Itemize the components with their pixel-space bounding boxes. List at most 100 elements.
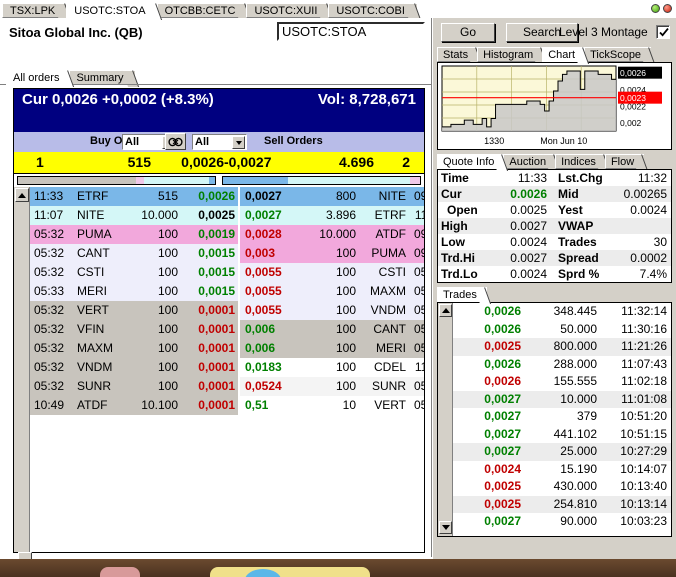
tab-label: Trades [443, 289, 477, 301]
tab-indices[interactable]: Indices [555, 154, 606, 169]
ask-price: 0,0027 [240, 187, 296, 206]
browser-tab-tsx-lpk[interactable]: TSX:LPK [2, 3, 68, 18]
tab-all-orders[interactable]: All orders [6, 70, 71, 85]
bid-size: 10.000 [124, 206, 186, 225]
ask-time: 11:33 [406, 358, 424, 377]
quote-value: 0.0027 [510, 251, 547, 265]
bid-time: 05:32 [30, 263, 77, 282]
trade-time: 11:01:08 [621, 391, 667, 406]
status-ok-dot[interactable] [651, 4, 660, 13]
browser-tab-usotc-xuii[interactable]: USOTC:XUII [246, 3, 330, 18]
ask-size: 100 [296, 244, 362, 263]
trade-time: 11:30:16 [621, 321, 667, 336]
dock-icon-3[interactable] [245, 569, 281, 577]
search-button[interactable]: Search [506, 23, 578, 42]
buy-filter-value: All [125, 136, 140, 148]
browser-tab-otcbb-cetc[interactable]: OTCBB:CETC [156, 3, 248, 18]
quote-key: Trd.Lo [441, 267, 478, 281]
ask-time: 05:32 [406, 396, 424, 415]
trade-size: 15.190 [560, 461, 597, 476]
sell-filter-select[interactable]: All [192, 134, 247, 150]
ask-size: 3.896 [296, 206, 362, 225]
depth-segment [410, 177, 420, 184]
tab-auction[interactable]: Auction [503, 154, 557, 169]
ask-price: 0,003 [240, 244, 296, 263]
chain-link-icon[interactable] [165, 133, 186, 150]
list-item: 0,0025 430.000 10:13:40 [453, 478, 671, 496]
browser-tab-usotc-cobi[interactable]: USOTC:COBI [328, 3, 417, 18]
dock-icon-2[interactable] [210, 567, 370, 577]
ask-market-maker: CSTI [362, 263, 406, 282]
ask-time: 05:32 [406, 377, 424, 396]
scroll-up-button[interactable] [15, 188, 29, 202]
bid-time: 05:32 [30, 244, 77, 263]
quote-key: Open [447, 203, 478, 217]
ask-size: 4.696 [338, 154, 374, 170]
quote-value-2 [610, 218, 671, 234]
trades-scroll-up-button[interactable] [439, 304, 452, 317]
tab-flow[interactable]: Flow [604, 154, 645, 169]
tab-label: Chart [548, 49, 576, 61]
ask-size: 800 [296, 187, 362, 206]
quote-banner: Cur 0,0026 +0,0002 (+8.3%) Vol: 8,728,67… [14, 89, 424, 132]
quote-key: Time [441, 171, 469, 185]
book-scrollbar[interactable] [14, 187, 30, 552]
ask-size: 100 [296, 358, 362, 377]
ask-price: 0,0028 [240, 225, 296, 244]
tab-quote-info[interactable]: Quote Info [437, 154, 505, 169]
bid-market-maker: CSTI [77, 263, 124, 282]
tab-histogram[interactable]: Histogram [477, 47, 544, 62]
tab-label: Quote Info [443, 156, 495, 168]
tab-chart[interactable]: Chart [542, 47, 586, 62]
ask-price: 0,0524 [240, 377, 296, 396]
trade-time: 11:21:26 [621, 339, 667, 353]
order-book: 11:33ETRF5150,00260,0027800NITE09:5211:0… [14, 187, 424, 552]
bid-time: 05:33 [30, 282, 77, 301]
trade-price: 0,0026 [484, 374, 521, 388]
quote-info-panel: Time 11:33 Lst.Chg 11:32 Cur 0.0026 Mid 0.00265… [437, 169, 672, 283]
list-item: 0,0026 288.000 11:07:43 [453, 356, 671, 374]
browser-tab-usotc-stoa[interactable]: USOTC:STOA [66, 3, 158, 18]
bid-market-maker: NITE [77, 206, 124, 225]
tab-stats[interactable]: Stats [437, 47, 479, 62]
chart-tab-strip: Stats Histogram Chart TickScope [433, 46, 676, 62]
sell-depth-half [219, 174, 424, 187]
status-alert-dot[interactable] [663, 4, 672, 13]
left-tab-strip: All orders Summary [6, 69, 135, 85]
dock-icon-1[interactable] [100, 567, 140, 577]
tab-tickscope[interactable]: TickScope [584, 47, 652, 62]
bid-size: 10.100 [124, 396, 186, 415]
list-item: 0,0026 348.445 11:32:14 [453, 303, 671, 321]
go-button[interactable]: Go [441, 23, 495, 42]
trades-scroll-down-button[interactable] [439, 521, 452, 534]
bid-market-maker: MERI [77, 282, 124, 301]
tab-trades[interactable]: Trades [437, 287, 487, 302]
table-row[interactable]: 11:07NITE10.0000,00250,00273.896ETRF11:3… [30, 206, 424, 225]
trade-price: 0,0027 [484, 409, 521, 423]
symbol-header: Sitoa Global Inc. (QB) [0, 18, 432, 47]
ask-price: 0,0055 [240, 301, 296, 320]
ask-count: 2 [402, 154, 410, 170]
ticker-input[interactable] [277, 22, 425, 41]
chevron-down-icon[interactable] [232, 136, 245, 149]
trades-scrollbar[interactable] [438, 303, 453, 536]
trade-price: 0,0025 [484, 479, 521, 493]
bid-price: 0,0001 [186, 339, 238, 358]
browser-tab-label: USOTC:COBI [336, 5, 405, 17]
level3-montage-checkbox[interactable] [656, 25, 670, 39]
tab-summary[interactable]: Summary [69, 70, 135, 85]
bid-price: 0,0001 [186, 377, 238, 396]
chart-last-price-badge [618, 66, 662, 79]
quote-key-2: Yest [558, 203, 583, 217]
